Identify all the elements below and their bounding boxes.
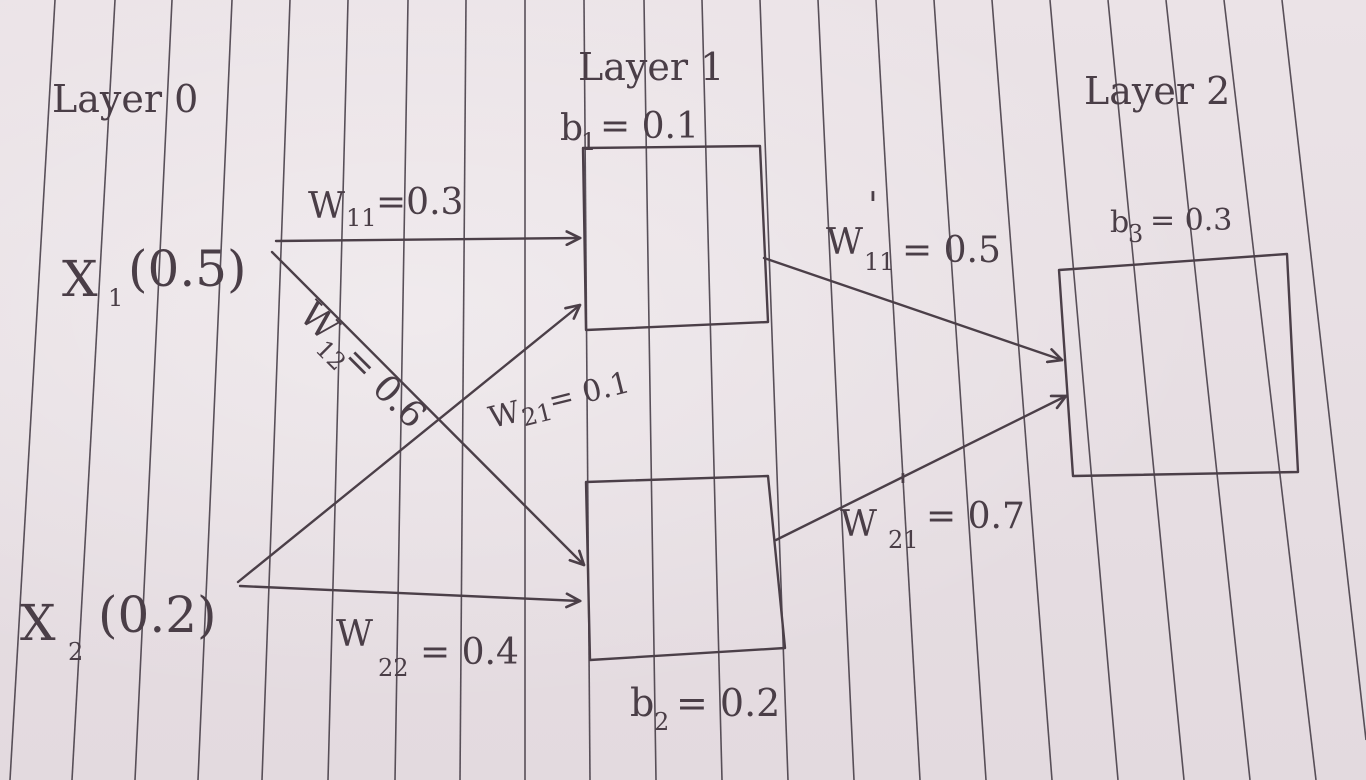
layer-1-label: Layer 1 — [578, 45, 724, 89]
weight-w21p-prime: ' — [898, 468, 908, 509]
bias-b1-label: b 1 = 0.1 — [560, 106, 699, 156]
bias-b1-var: b — [560, 108, 583, 149]
edge-x2-to-h2 — [238, 584, 580, 601]
bias-b3-value: = 0.3 — [1150, 203, 1232, 238]
weight-w21p-var: W — [840, 504, 877, 545]
weight-w11p-value: = 0.5 — [902, 230, 1001, 271]
bias-b1-sub: 1 — [581, 128, 596, 156]
input-x2-value: (0.2) — [98, 586, 217, 644]
layer-2-label: Layer 2 — [1084, 69, 1230, 113]
layer-1-neuron-1-box — [581, 144, 770, 332]
weight-w11-label: W 11 =0.3 — [308, 182, 463, 232]
weight-w22-label: W 22 = 0.4 — [336, 614, 519, 682]
weight-w22-value: = 0.4 — [420, 632, 519, 673]
input-x1-sub: 1 — [108, 284, 123, 312]
input-x2: X 2 (0.2) — [20, 586, 217, 666]
edge-h2-to-out — [774, 396, 1066, 542]
input-x2-var: X — [20, 594, 56, 652]
ruled-lines — [9, 0, 1366, 780]
weight-w21-label: W 21 = 0.1 — [485, 365, 633, 436]
weight-w11-value: =0.3 — [376, 182, 463, 223]
edge-x2-to-h1 — [236, 305, 580, 584]
bias-b3-var: b — [1110, 205, 1129, 240]
layer-2-neuron-box — [1057, 252, 1300, 478]
bias-b3-label: b 3 = 0.3 — [1110, 203, 1232, 248]
weight-w11p-sub: 11 — [864, 248, 895, 276]
layer-1-neuron-2-box — [584, 474, 787, 662]
input-x1-value: (0.5) — [128, 240, 247, 298]
weight-w12-value: = 0.6 — [335, 338, 434, 437]
edge-x1-to-h2 — [270, 250, 584, 565]
edge-h1-to-out — [762, 256, 1062, 360]
weight-w21-value: = 0.1 — [545, 365, 633, 419]
weight-w21p-sub: 21 — [888, 526, 919, 554]
weight-w11-sub: 11 — [346, 204, 377, 232]
bias-b2-value: = 0.2 — [676, 681, 780, 725]
bias-b1-value: = 0.1 — [600, 106, 699, 147]
weight-w22-var: W — [336, 614, 373, 655]
weight-w12-var: W — [291, 294, 346, 349]
weight-w11-prime-label: W ' 11 = 0.5 — [826, 186, 1001, 276]
weight-w11p-var: W — [826, 222, 863, 263]
weight-w21-prime-label: W ' 21 = 0.7 — [840, 468, 1025, 554]
layer-0-label: Layer 0 — [52, 77, 198, 121]
bias-b2-label: b 2 = 0.2 — [630, 681, 780, 736]
bias-b2-var: b — [630, 681, 654, 725]
weight-w11p-prime: ' — [868, 186, 878, 227]
input-x2-sub: 2 — [68, 638, 83, 666]
edge-x1-to-h1 — [274, 238, 580, 241]
bias-b2-sub: 2 — [654, 708, 669, 736]
weight-w11-var: W — [308, 186, 345, 227]
input-x1-var: X — [62, 250, 98, 308]
weight-w21-var: W — [485, 395, 524, 436]
weight-w12-label: W 12 = 0.6 — [291, 294, 434, 437]
weight-w21p-value: = 0.7 — [926, 496, 1025, 537]
input-x1: X 1 (0.5) — [62, 240, 247, 312]
bias-b3-sub: 3 — [1128, 220, 1143, 248]
weight-w22-sub: 22 — [378, 654, 409, 682]
